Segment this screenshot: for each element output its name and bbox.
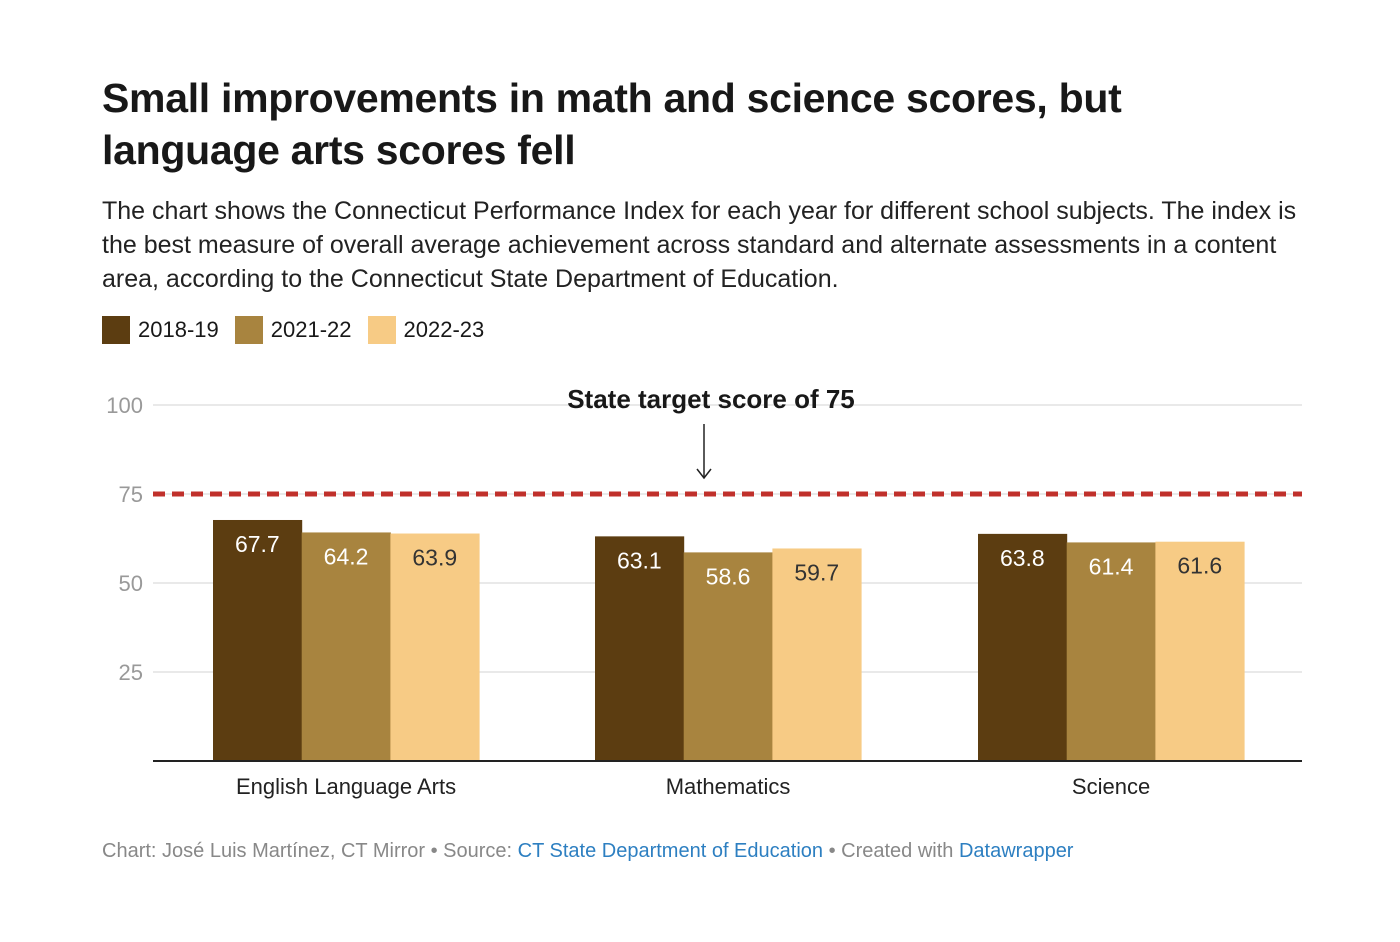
footer: Chart: José Luis Martínez, CT Mirror • S… [102,840,1073,863]
bar [213,519,303,761]
bar-value-label: 64.2 [324,543,369,569]
x-category-label: Mathematics [666,774,791,799]
bar-value-label: 63.9 [412,545,457,571]
legend: 2018-19 2021-22 2022-23 [102,316,484,344]
bar [595,536,685,761]
bar-value-label: 61.4 [1089,553,1134,579]
bar [390,533,480,761]
legend-swatch [234,316,263,344]
datawrapper-link[interactable]: Datawrapper [958,840,1074,862]
x-category-label: English Language Arts [236,774,456,799]
y-tick-label: 100 [106,393,143,418]
annotation-label: State target score of 75 [567,384,855,414]
bar-value-label: 67.7 [235,531,280,557]
bar-value-label: 58.6 [706,563,751,589]
legend-label: 2022-23 [403,317,485,342]
created-with: • Created with [823,840,959,862]
bar-value-label: 59.7 [794,559,839,585]
legend-swatch [367,316,396,344]
x-category-label: Science [1072,774,1150,799]
legend-item: 2021-22 [234,316,352,344]
bar [1155,541,1245,761]
source-link[interactable]: CT State Department of Education [517,840,824,862]
chart-title: Small improvements in math and science s… [102,75,1122,173]
bar [772,548,862,761]
legend-item: 2018-19 [102,316,219,344]
legend-swatch [102,316,130,344]
bar-value-label: 61.6 [1177,553,1222,579]
chart-description: The chart shows the Connecticut Performa… [102,197,1297,293]
y-tick-label: 50 [119,571,143,596]
bar-value-label: 63.1 [617,547,662,573]
bar-value-label: 63.8 [1000,545,1045,571]
legend-item: 2022-23 [367,316,485,344]
y-tick-label: 25 [119,660,143,685]
bar [1066,542,1156,761]
chart-credit: Chart: José Luis Martínez, CT Mirror • S… [102,840,518,862]
legend-label: 2018-19 [138,317,219,342]
legend-label: 2021-22 [270,317,352,342]
y-tick-label: 75 [119,482,143,507]
bar [301,532,391,761]
bar [978,533,1068,761]
annotation-arrowhead [696,468,712,480]
bar [683,552,773,761]
